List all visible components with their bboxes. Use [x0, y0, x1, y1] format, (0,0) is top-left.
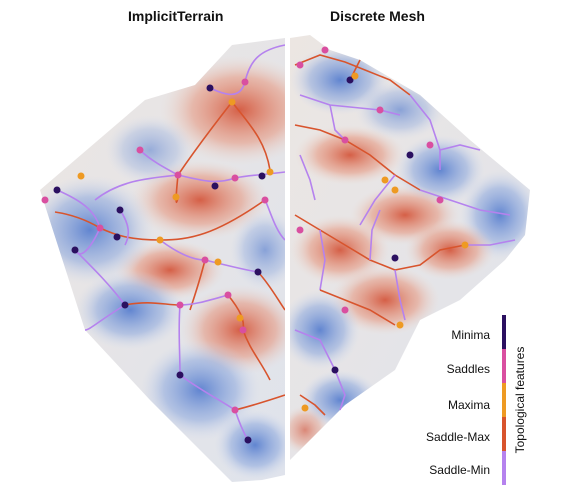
legend-color-bar	[498, 315, 512, 485]
legend-item-saddle-max: Saddle-Max	[400, 430, 490, 444]
legend-item-minima: Minima	[400, 328, 490, 342]
panel-divider	[285, 30, 290, 470]
implicit-terrain-surface	[25, 30, 320, 490]
legend-item-saddle-min: Saddle-Min	[400, 463, 490, 477]
legend-item-saddles: Saddles	[400, 362, 490, 376]
legend-caption: Topological features	[513, 335, 527, 465]
legend-item-maxima: Maxima	[400, 398, 490, 412]
